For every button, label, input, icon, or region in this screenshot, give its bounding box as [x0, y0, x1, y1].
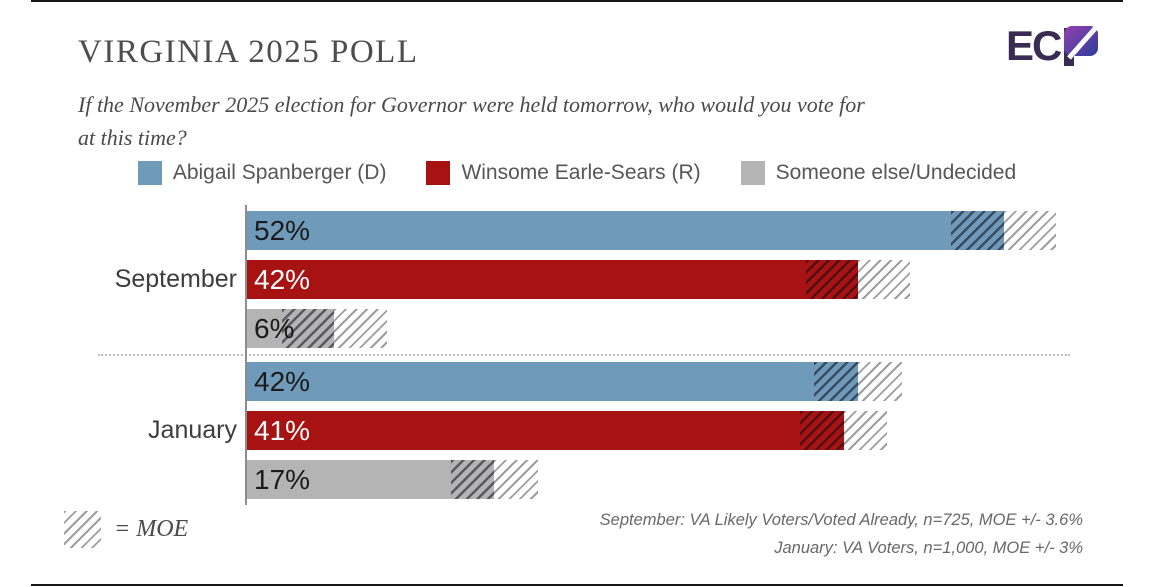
moe-hatch-outer: [858, 362, 902, 401]
legend-item-2: Someone else/Undecided: [740, 161, 1017, 185]
moe-hatch-inner: [281, 309, 335, 348]
bar-january-series-2: 17%: [247, 460, 1154, 499]
y-axis-line: [245, 205, 247, 505]
bar-september-series-0: 52%: [247, 211, 1154, 250]
moe-hatch-inner: [814, 362, 859, 401]
legend-label: Winsome Earle-Sears (R): [461, 161, 701, 184]
legend-item-0: Abigail Spanberger (D): [137, 161, 387, 185]
moe-hatch-outer: [334, 309, 387, 348]
ecp-logo-icon: EC: [1006, 18, 1101, 73]
legend-label: Someone else/Undecided: [775, 161, 1017, 184]
bar-fill: 42%: [247, 362, 859, 401]
moe-hatch-swatch-icon: [64, 511, 101, 548]
bar-january-series-1: 41%: [247, 411, 1154, 450]
bar-september-series-2: 6%: [247, 309, 1154, 348]
poll-question-line-2: at this time?: [78, 125, 187, 150]
moe-hatch-inner: [951, 211, 1004, 250]
bars-column: 42% 41% 17%: [247, 362, 1154, 499]
moe-hatch-outer: [1003, 211, 1056, 250]
legend-label: Abigail Spanberger (D): [172, 161, 387, 184]
page-title: VIRGINIA 2025 POLL: [78, 34, 419, 70]
moe-hatch-inner: [799, 411, 844, 450]
moe-hatch-outer: [843, 411, 888, 450]
moe-legend: = MOE: [64, 511, 188, 548]
legend-swatch-icon: [137, 161, 162, 185]
bar-value-label: 41%: [254, 415, 311, 446]
bar-september-series-1: 42%: [247, 260, 1154, 299]
bar-value-label: 17%: [254, 464, 311, 495]
category-label-september: September: [114, 265, 237, 293]
moe-hatch-outer: [494, 460, 538, 499]
footnote-january: January: VA Voters, n=1,000, MOE +/- 3%: [774, 539, 1083, 557]
bar-fill: 42%: [247, 260, 859, 299]
moe-legend-label: = MOE: [114, 516, 189, 542]
moe-hatch-outer: [858, 260, 911, 299]
legend-swatch-icon: [426, 161, 451, 185]
logo-letters: EC: [1006, 22, 1062, 68]
footnote-september: September: VA Likely Voters/Voted Alread…: [599, 511, 1083, 529]
frame-border-top: [31, 0, 1123, 2]
poll-question: If the November 2025 election for Govern…: [78, 88, 865, 154]
category-label-january: January: [148, 416, 237, 444]
logo-p-slash: [1067, 22, 1101, 60]
bar-fill: 41%: [247, 411, 844, 450]
chart: September 52% 42% 6% January 42% 41% 17%: [0, 205, 1154, 505]
moe-hatch-inner: [450, 460, 495, 499]
bar-value-label: 42%: [254, 264, 311, 295]
legend: Abigail Spanberger (D) Winsome Earle-Sear…: [0, 161, 1154, 185]
group-separator-line: [98, 354, 1070, 356]
bar-january-series-0: 42%: [247, 362, 1154, 401]
frame-border-bottom: [31, 584, 1123, 586]
bar-group-september: September 52% 42% 6%: [0, 211, 1154, 348]
poll-question-line-1: If the November 2025 election for Govern…: [78, 92, 865, 117]
legend-item-1: Winsome Earle-Sears (R): [426, 161, 701, 185]
bar-value-label: 52%: [254, 215, 311, 246]
bar-group-january: January 42% 41% 17%: [0, 362, 1154, 499]
bars-column: 52% 42% 6%: [247, 211, 1154, 348]
bar-value-label: 42%: [254, 366, 311, 397]
footnotes: September: VA Likely Voters/Voted Alread…: [600, 506, 1083, 562]
moe-hatch-inner: [805, 260, 859, 299]
bar-fill: 52%: [247, 211, 1004, 250]
legend-swatch-icon: [740, 161, 765, 185]
